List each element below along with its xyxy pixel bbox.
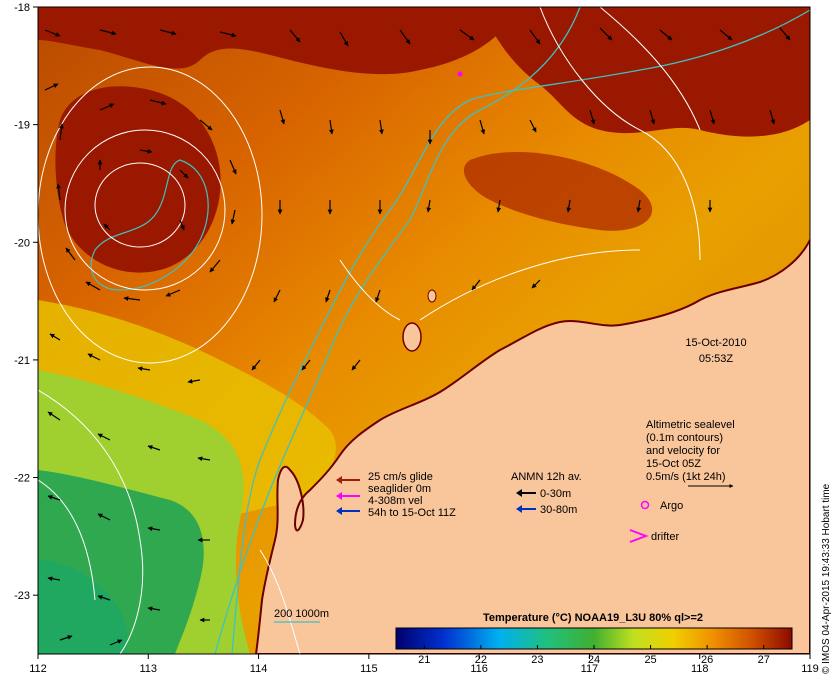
warm-north-patch (38, 7, 520, 75)
glider-line-4: 54h to 15-Oct 11Z (368, 507, 456, 519)
seaglider-arrowhead-icon (336, 492, 342, 500)
x-tick-label: 116 (470, 663, 488, 675)
colorbar-tick-label: 21 (418, 654, 430, 666)
sealevel-contours (38, 7, 701, 654)
credit-text: © IMOS 04-Apr-2015 19:43:33 Hobart time (821, 483, 832, 674)
x-tick-label: 115 (360, 663, 378, 675)
cool-green-deep (38, 560, 128, 654)
plot-frame (37, 6, 811, 655)
x-tick-label: 113 (140, 663, 158, 675)
anmn-item-deep: 30-80m (540, 504, 577, 516)
altimetry-line-2: (0.1m contours) (646, 432, 723, 444)
isobath-eddy (90, 159, 209, 291)
x-tick-label: 118 (691, 663, 709, 675)
argo-label: Argo (660, 500, 683, 512)
y-tick-label: -21 (14, 355, 30, 367)
barrow-island (402, 322, 422, 352)
anmn-deep-arrowhead-icon (516, 505, 522, 513)
colorbar-tick-label: 27 (758, 654, 770, 666)
anmn-item-shallow: 0-30m (540, 488, 571, 500)
argo-circle-icon (640, 500, 650, 510)
y-axis: -18 -19 -20 -21 -22 -23 (14, 2, 38, 602)
y-tick-label: -18 (14, 2, 30, 14)
colorbar-tick-label: 23 (531, 654, 543, 666)
anmn-legend: ANMN 12h av. 0-30m 30-80m (511, 471, 582, 516)
x-tick-label: 119 (801, 663, 819, 675)
velocity-arrows (44, 27, 791, 646)
map-time: 05:53Z (699, 353, 734, 365)
altimetry-legend: Altimetric sealevel (0.1m contours) and … (646, 419, 735, 488)
small-island (427, 289, 437, 303)
glider-arrowhead-icon (336, 476, 342, 484)
isobath-1000m (214, 7, 581, 654)
anmn-title: ANMN 12h av. (511, 471, 582, 483)
anmn-shallow-arrowhead-icon (516, 489, 522, 497)
colorbar: Temperature (°C) NOAA19_L3U 80% ql>=2 21… (395, 612, 793, 666)
altimetry-line-1: Altimetric sealevel (646, 419, 735, 431)
x-axis: 112 113 114 115 116 117 118 119 (29, 654, 819, 675)
y-tick-label: -19 (14, 120, 30, 132)
y-tick-label: -20 (14, 237, 30, 249)
warm-mid-patch (463, 151, 653, 231)
colorbar-tick-label: 24 (588, 654, 600, 666)
x-tick-label: 114 (250, 663, 268, 675)
drifter-chevron-icon (629, 529, 649, 543)
x-tick-label: 112 (29, 663, 47, 675)
altimetry-line-3: and velocity for (646, 445, 720, 457)
glider-legend: 25 cm/s glide seaglider 0m 4-308m vel 54… (336, 471, 456, 519)
argo-point (457, 71, 463, 77)
colorbar-tick-label: 22 (475, 654, 487, 666)
glider-line-3: 4-308m vel (368, 495, 422, 507)
y-tick-label: -23 (14, 590, 30, 602)
glider-line-1: 25 cm/s glide (368, 471, 433, 483)
marker-legend: Argo drifter (629, 500, 683, 543)
bathymetry-label: 200 1000m (274, 608, 329, 620)
colorbar-tick-label: 25 (644, 654, 656, 666)
isobath-200m (231, 9, 810, 654)
glider-line-2: seaglider 0m (368, 483, 431, 495)
y-tick-label: -22 (14, 473, 30, 485)
colorbar-tick-label: 26 (701, 654, 713, 666)
colorbar-title: Temperature (°C) NOAA19_L3U 80% ql>=2 (483, 612, 703, 624)
land-australia (254, 239, 810, 654)
x-tick-label: 117 (581, 663, 599, 675)
colorbar-ticks: 21 22 23 24 25 26 27 (418, 645, 770, 666)
map-date: 15-Oct-2010 (685, 337, 746, 349)
altimetry-line-4: 15-Oct 05Z (646, 458, 701, 470)
plot-area (38, 7, 810, 654)
altimetry-line-5: 0.5m/s (1kt 24h) (646, 471, 725, 483)
bathymetry-legend: 200 1000m (274, 608, 329, 623)
vel-arrowhead-icon (336, 507, 342, 515)
drifter-label: drifter (651, 531, 679, 543)
